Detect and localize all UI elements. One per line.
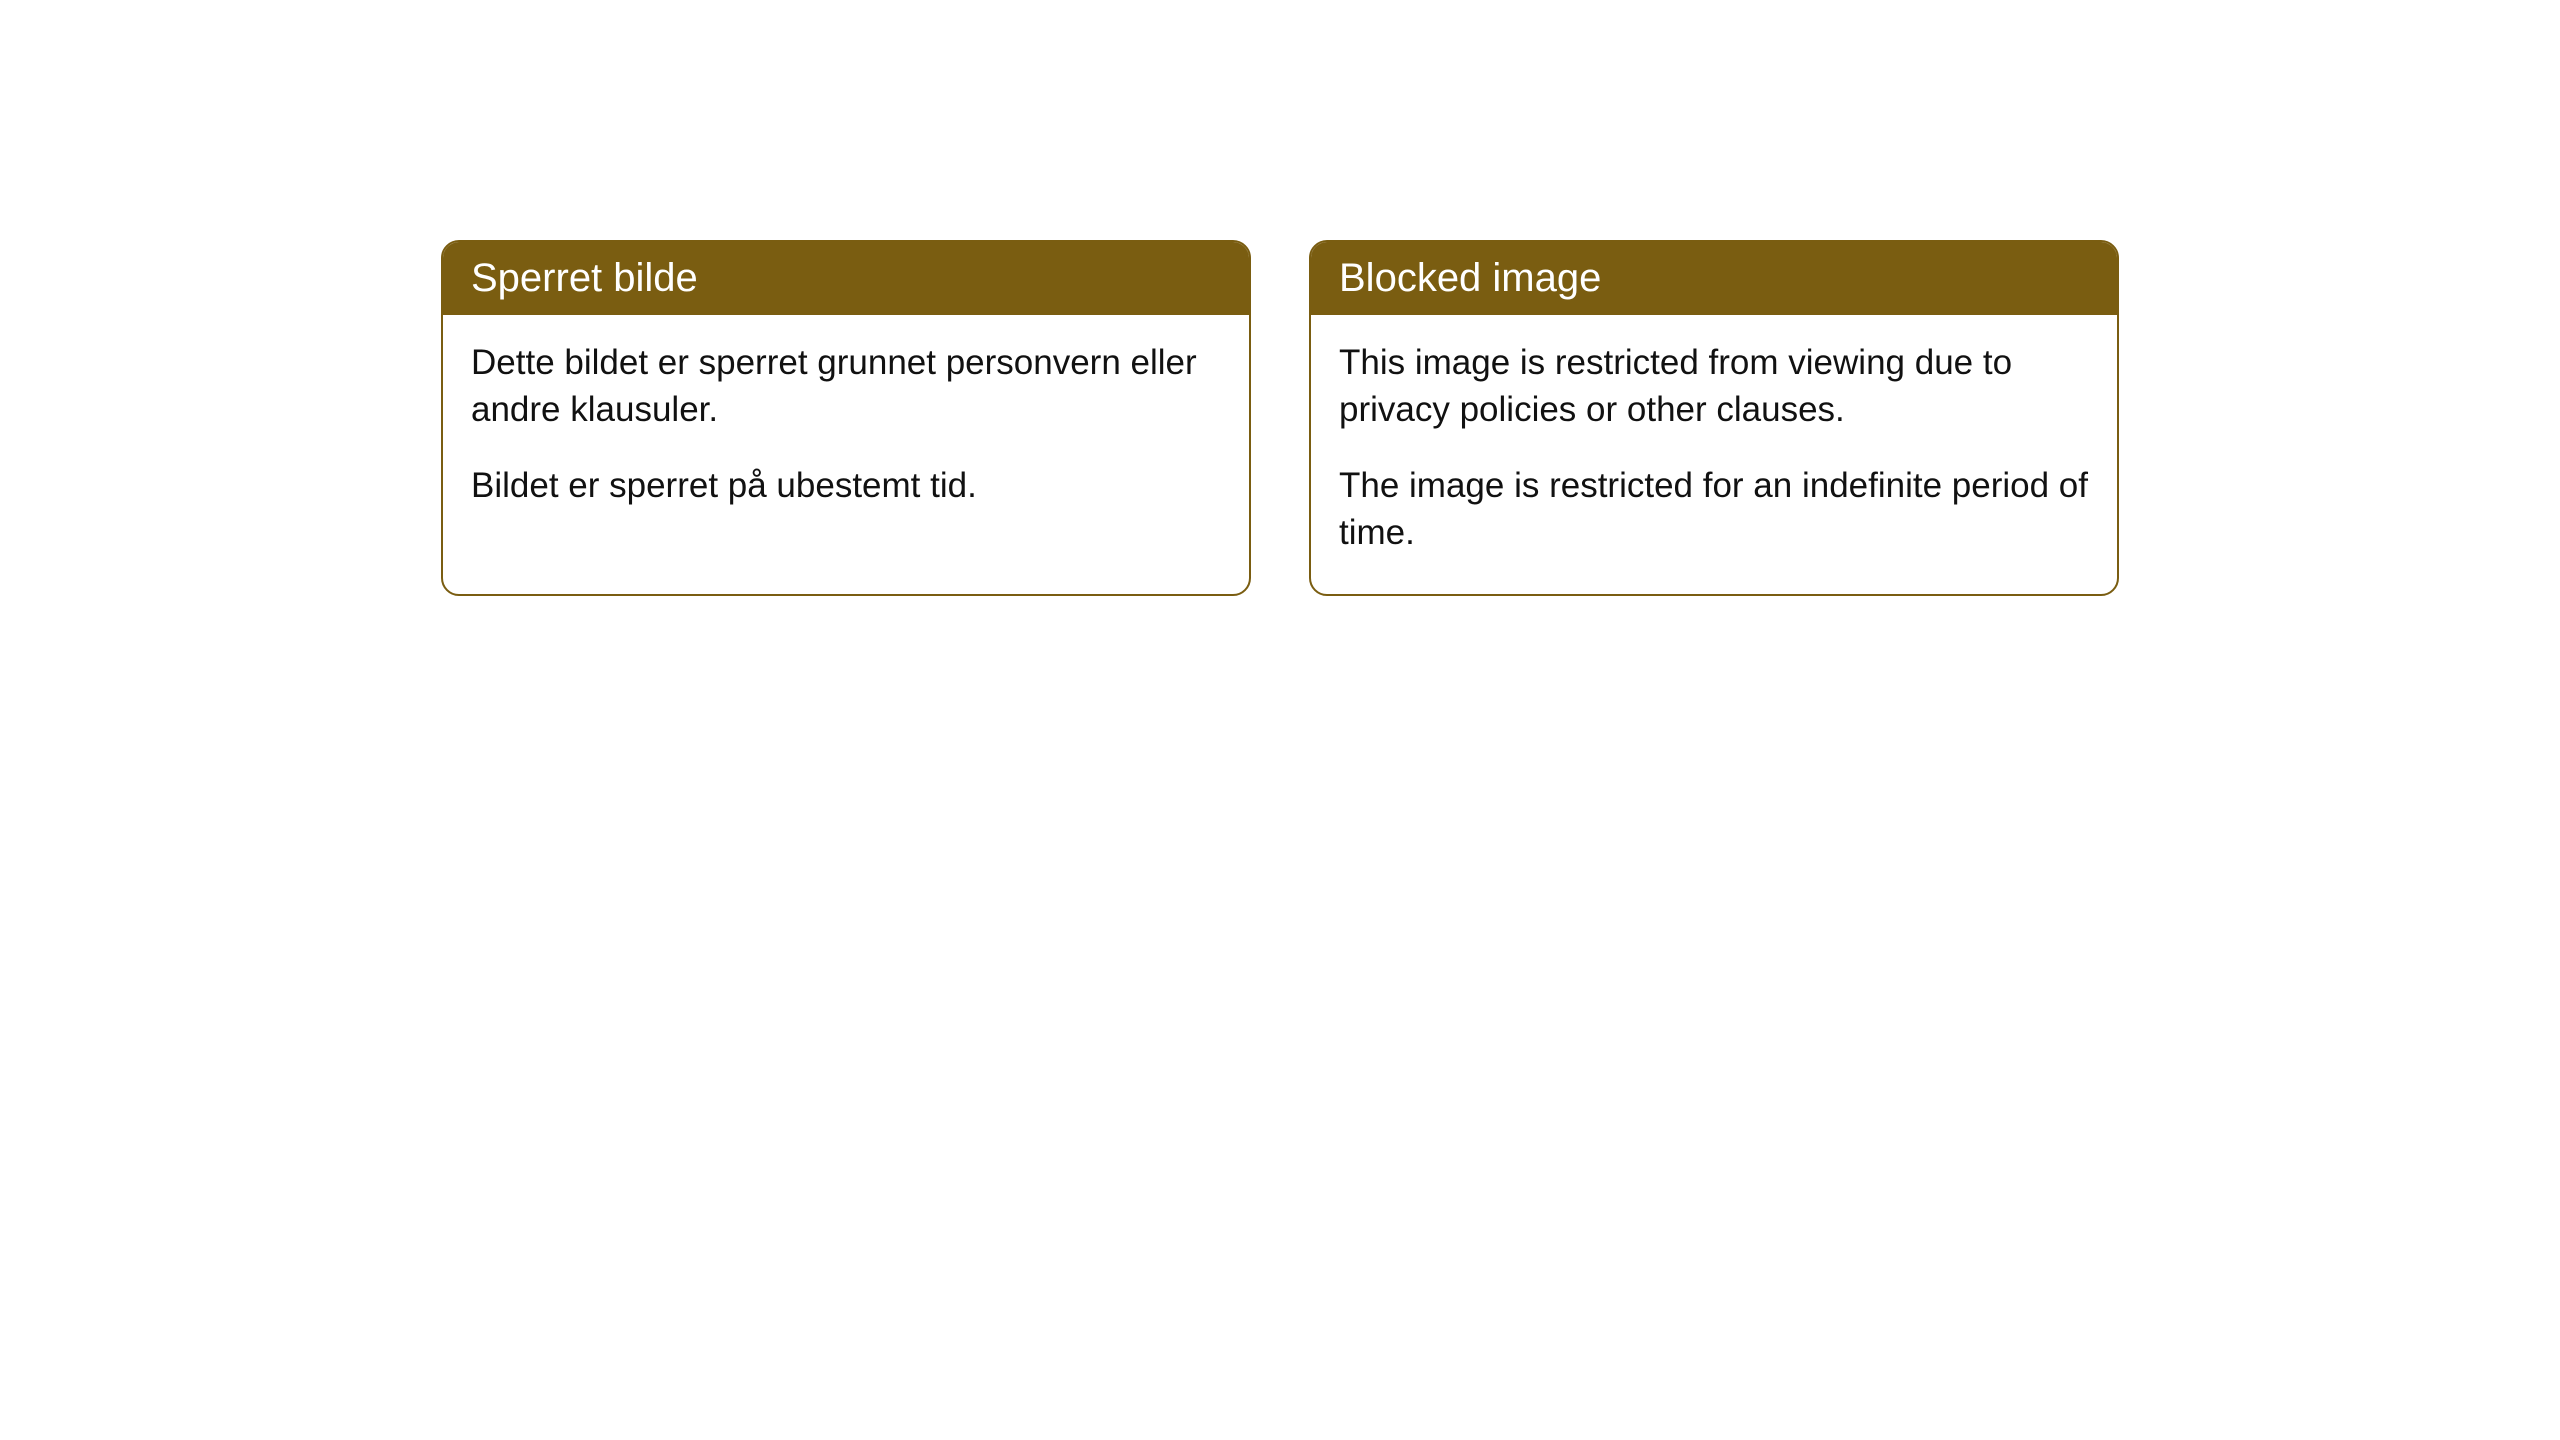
card-paragraph-2: Bildet er sperret på ubestemt tid. <box>471 462 1221 509</box>
card-body-english: This image is restricted from viewing du… <box>1311 315 2117 594</box>
card-header-norwegian: Sperret bilde <box>443 242 1249 315</box>
card-paragraph-1: This image is restricted from viewing du… <box>1339 339 2089 434</box>
card-paragraph-1: Dette bildet er sperret grunnet personve… <box>471 339 1221 434</box>
card-english: Blocked image This image is restricted f… <box>1309 240 2119 596</box>
card-paragraph-2: The image is restricted for an indefinit… <box>1339 462 2089 557</box>
cards-container: Sperret bilde Dette bildet er sperret gr… <box>441 240 2119 596</box>
card-header-english: Blocked image <box>1311 242 2117 315</box>
card-body-norwegian: Dette bildet er sperret grunnet personve… <box>443 315 1249 547</box>
card-norwegian: Sperret bilde Dette bildet er sperret gr… <box>441 240 1251 596</box>
